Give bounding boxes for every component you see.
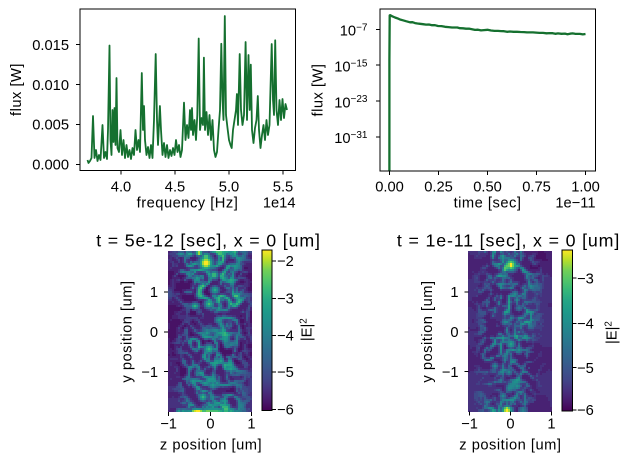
svg-text:−2: −2 xyxy=(277,254,294,270)
svg-text:t = 5e-12 [sec], x = 0 [um]: t = 5e-12 [sec], x = 0 [um] xyxy=(96,231,321,251)
svg-text:1: 1 xyxy=(150,285,158,301)
svg-text:1e−11: 1e−11 xyxy=(555,196,595,212)
svg-text:−1: −1 xyxy=(141,365,158,381)
svg-text:1.00: 1.00 xyxy=(571,180,600,196)
svg-text:−1: −1 xyxy=(461,417,478,433)
svg-text:z position [um]: z position [um] xyxy=(459,438,561,454)
svg-text:−5: −5 xyxy=(277,365,294,381)
svg-text:1: 1 xyxy=(247,417,255,433)
svg-text:0.010: 0.010 xyxy=(32,78,69,94)
svg-text:−4: −4 xyxy=(277,329,294,345)
svg-text:flux [W]: flux [W] xyxy=(9,63,25,116)
svg-text:0: 0 xyxy=(506,417,514,433)
svg-text:|E|2: |E|2 xyxy=(299,318,316,341)
svg-text:flux [W]: flux [W] xyxy=(311,64,327,117)
svg-text:0: 0 xyxy=(450,325,458,341)
svg-text:frequency [Hz]: frequency [Hz] xyxy=(137,196,239,212)
svg-text:time [sec]: time [sec] xyxy=(454,196,522,212)
svg-text:4.5: 4.5 xyxy=(165,180,185,196)
svg-text:0.005: 0.005 xyxy=(32,118,69,134)
svg-text:5.5: 5.5 xyxy=(273,180,293,196)
svg-text:−3: −3 xyxy=(577,271,594,287)
svg-text:0: 0 xyxy=(206,417,214,433)
svg-text:0.000: 0.000 xyxy=(32,158,69,174)
svg-text:0.015: 0.015 xyxy=(32,38,69,54)
svg-text:y position [um]: y position [um] xyxy=(120,280,136,382)
svg-text:0.00: 0.00 xyxy=(375,180,404,196)
svg-text:−4: −4 xyxy=(577,317,594,333)
svg-text:t = 1e-11 [sec], x = 0 [um]: t = 1e-11 [sec], x = 0 [um] xyxy=(397,231,620,251)
svg-text:−5: −5 xyxy=(577,361,594,377)
svg-text:0: 0 xyxy=(150,325,158,341)
svg-text:−3: −3 xyxy=(277,292,294,308)
svg-text:−6: −6 xyxy=(577,403,594,419)
svg-text:1e14: 1e14 xyxy=(263,196,296,212)
svg-text:z position [um]: z position [um] xyxy=(160,438,262,454)
svg-text:5.0: 5.0 xyxy=(219,180,239,196)
svg-text:1: 1 xyxy=(450,285,458,301)
svg-text:|E|2: |E|2 xyxy=(604,321,621,344)
svg-text:−6: −6 xyxy=(277,403,294,419)
svg-text:y position [um]: y position [um] xyxy=(420,280,436,382)
svg-text:1: 1 xyxy=(547,417,555,433)
svg-text:0.50: 0.50 xyxy=(473,180,502,196)
svg-text:−1: −1 xyxy=(442,365,459,381)
svg-text:0.25: 0.25 xyxy=(424,180,453,196)
svg-text:4.0: 4.0 xyxy=(111,180,131,196)
svg-text:−1: −1 xyxy=(160,417,177,433)
svg-text:0.75: 0.75 xyxy=(522,180,551,196)
